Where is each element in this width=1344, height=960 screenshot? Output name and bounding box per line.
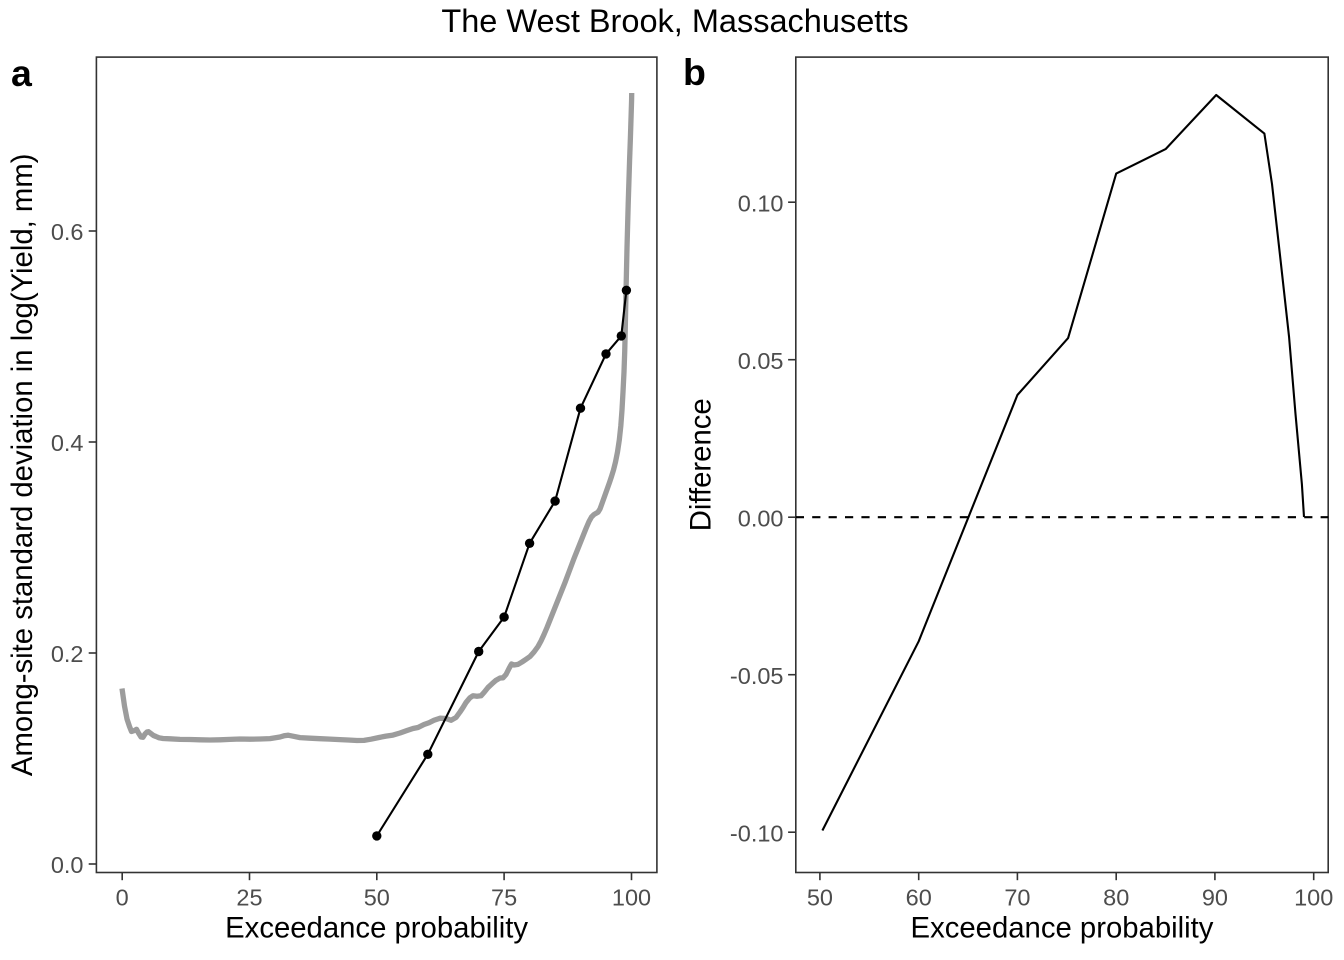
svg-text:-0.10: -0.10 [730,820,784,846]
svg-text:-0.05: -0.05 [730,663,784,689]
svg-text:0.05: 0.05 [738,348,784,374]
svg-text:0.0: 0.0 [51,852,84,878]
svg-text:25: 25 [236,885,262,911]
svg-text:0.10: 0.10 [738,190,784,216]
svg-text:0.2: 0.2 [51,641,84,667]
svg-text:50: 50 [364,885,390,911]
svg-text:Exceedance probability: Exceedance probability [225,912,528,945]
svg-text:90: 90 [1202,885,1228,911]
svg-text:The West Brook, Massachusetts: The West Brook, Massachusetts [441,3,908,39]
svg-text:80: 80 [1103,885,1129,911]
svg-text:60: 60 [906,885,932,911]
svg-text:0: 0 [116,885,129,911]
svg-text:0.4: 0.4 [51,430,84,456]
svg-text:0.6: 0.6 [51,219,84,245]
svg-text:Difference: Difference [685,398,718,531]
svg-text:Exceedance probability: Exceedance probability [911,912,1214,945]
svg-text:100: 100 [612,885,651,911]
svg-text:50: 50 [807,885,833,911]
svg-text:Among-site standard deviation: Among-site standard deviation in log(Yie… [6,154,39,777]
svg-text:75: 75 [491,885,517,911]
svg-text:0.00: 0.00 [738,505,784,531]
svg-text:100: 100 [1294,885,1333,911]
svg-text:b: b [683,51,706,93]
svg-text:70: 70 [1004,885,1030,911]
svg-text:a: a [11,52,33,94]
